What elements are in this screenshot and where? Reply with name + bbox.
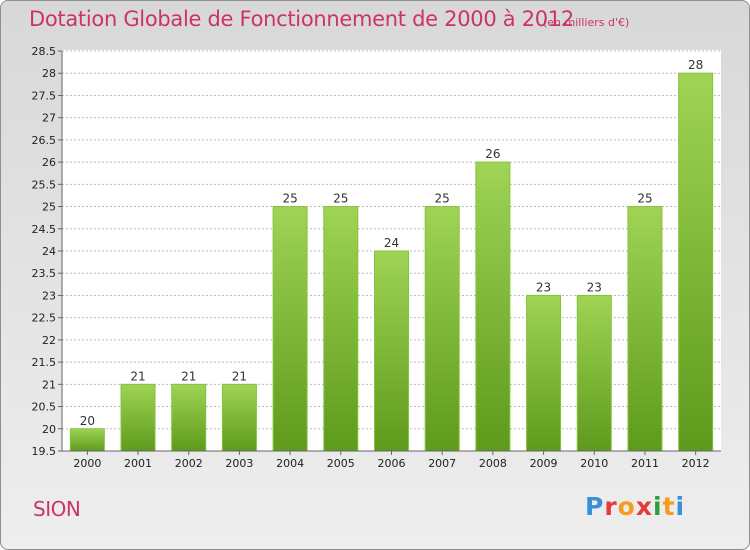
x-tick-label: 2001: [124, 457, 152, 470]
bar-value-label: 25: [435, 192, 450, 206]
y-tick-label: 21.5: [32, 356, 57, 369]
x-tick-label: 2002: [175, 457, 203, 470]
x-tick-label: 2000: [73, 457, 101, 470]
y-tick-label: 21: [42, 378, 56, 391]
logo-letter: i: [653, 492, 663, 521]
bar-value-label: 28: [688, 58, 703, 72]
bar: [526, 294, 562, 452]
bar: [171, 383, 207, 452]
bar: [374, 250, 409, 452]
logo-letter: P: [585, 492, 605, 521]
x-tick-label: 2010: [580, 457, 608, 470]
y-tick-label: 28.5: [32, 45, 57, 58]
y-tick-label: 22: [42, 334, 56, 347]
y-tick-label: 23: [42, 289, 56, 302]
bar: [272, 206, 308, 452]
chart-title: Dotation Globale de Fonctionnement de 20…: [29, 7, 574, 31]
bar-value-label: 23: [587, 280, 602, 294]
bar: [576, 294, 612, 452]
y-tick-label: 26.5: [32, 134, 57, 147]
bar: [221, 383, 257, 452]
proxiti-logo: Proxiti: [585, 492, 685, 521]
x-axis: 2000 2001 2002 2003 2004 2005 2006 2007 2008 2009…: [62, 450, 721, 470]
y-tick-label: 23.5: [32, 267, 57, 280]
y-tick-label: 27: [42, 112, 56, 125]
logo-letter: o: [617, 492, 636, 521]
y-tick-label: 24.5: [32, 223, 57, 236]
bar-value-label: 21: [232, 369, 247, 383]
x-tick-label: 2011: [631, 457, 659, 470]
bar-value-label: 20: [80, 414, 95, 428]
bar: [323, 206, 359, 452]
commune-name: SION: [33, 497, 81, 521]
bar-value-label: 24: [384, 236, 399, 250]
bars: 20 21 21 21 25 25 24 25 26 23 23 25 28: [69, 58, 714, 452]
x-tick-label: 2006: [378, 457, 406, 470]
bar: [69, 428, 105, 452]
bar-value-label: 26: [485, 147, 500, 161]
x-tick-label: 2012: [682, 457, 710, 470]
bar: [627, 206, 663, 452]
y-tick-label: 20.5: [32, 401, 57, 414]
chart-subtitle: (en milliers d'€): [543, 16, 630, 29]
y-tick-label: 25: [42, 201, 56, 214]
x-tick-label: 2005: [327, 457, 355, 470]
x-tick-label: 2003: [225, 457, 253, 470]
y-tick-label: 25.5: [32, 178, 57, 191]
x-tick-label: 2009: [530, 457, 558, 470]
logo-letter: t: [662, 492, 676, 521]
bar-value-label: 21: [130, 369, 145, 383]
logo-letter: x: [635, 492, 653, 521]
y-tick-label: 20: [42, 423, 56, 436]
bar: [678, 72, 714, 452]
y-tick-label: 26: [42, 156, 56, 169]
y-tick-label: 24: [42, 245, 56, 258]
bar-value-label: 25: [637, 192, 652, 206]
bar-value-label: 23: [536, 280, 551, 294]
x-tick-label: 2004: [276, 457, 304, 470]
logo-letter: i: [675, 492, 686, 521]
y-axis: 19.5 20 20.5 21 21.5 22 22.5 23 23.5 24 24.5 25 25.5…: [32, 45, 63, 458]
y-tick-label: 22.5: [32, 312, 57, 325]
x-tick-label: 2007: [428, 457, 456, 470]
bar: [120, 383, 156, 452]
y-tick-label: 19.5: [32, 445, 57, 458]
y-tick-label: 28: [42, 67, 56, 80]
bar: [424, 206, 460, 452]
y-tick-label: 27.5: [32, 89, 57, 102]
bar-value-label: 21: [181, 369, 196, 383]
bar: [475, 161, 511, 452]
bar-value-label: 25: [333, 192, 348, 206]
logo-letter: r: [604, 492, 618, 521]
x-tick-label: 2008: [479, 457, 507, 470]
bar-value-label: 25: [282, 192, 297, 206]
